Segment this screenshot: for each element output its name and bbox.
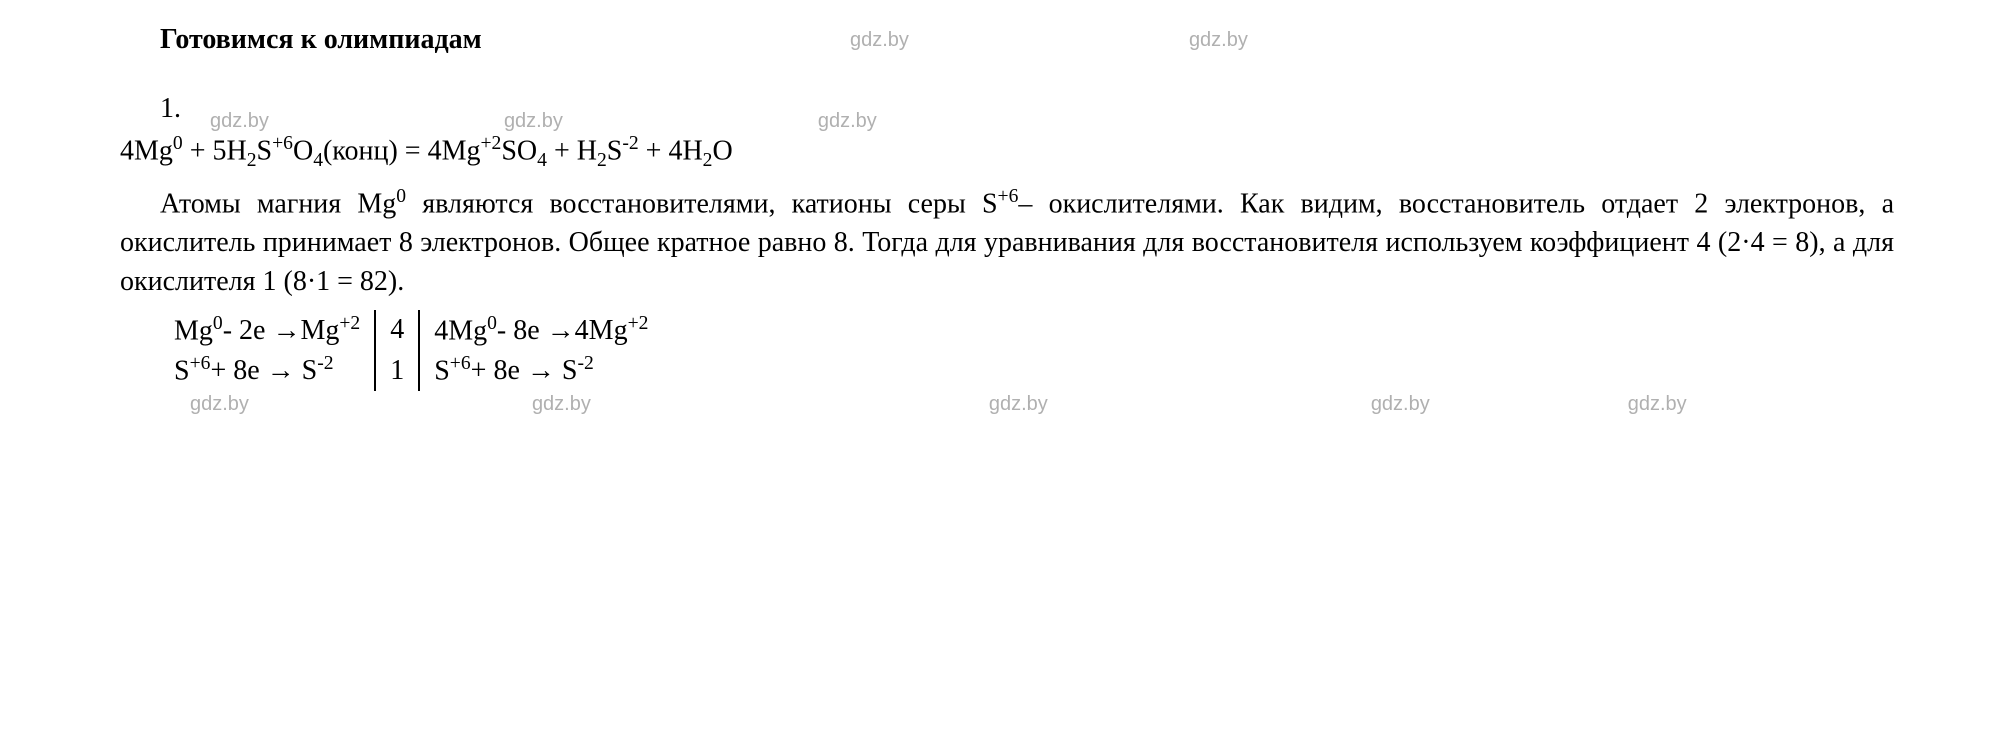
watermark-text: gdz.by bbox=[532, 390, 591, 418]
balance-left-half: Mg0 - 2e →Mg+2 bbox=[160, 310, 375, 351]
watermark-row-mid: gdz.by gdz.by gdz.by gdz.by gdz.by bbox=[190, 390, 1687, 418]
eq-sub: 2 bbox=[597, 150, 607, 171]
bal-text: Mg bbox=[174, 315, 213, 346]
eq-sup: +6 bbox=[272, 133, 293, 154]
eq-part: + 4H bbox=[639, 136, 703, 167]
eq-sub: 4 bbox=[537, 150, 547, 171]
bal-text: - 2e →Mg bbox=[223, 311, 340, 350]
balance-coef: 1 bbox=[375, 350, 419, 391]
eq-part: S bbox=[257, 136, 273, 167]
watermark-text: gdz.by bbox=[818, 107, 877, 135]
watermark-text: gdz.by bbox=[850, 26, 909, 54]
bal-sup: +6 bbox=[190, 353, 211, 374]
bal-sup: -2 bbox=[317, 353, 333, 374]
watermark-text: gdz.by bbox=[989, 390, 1048, 418]
bal-sup: 0 bbox=[487, 313, 497, 334]
para-text: являются восстановителями, катионы серы … bbox=[406, 188, 997, 219]
eq-sup: 0 bbox=[173, 133, 183, 154]
eq-part: (конц) = 4Mg bbox=[323, 136, 481, 167]
watermark-text: gdz.by bbox=[1628, 390, 1687, 418]
watermark-text: gdz.by bbox=[1189, 26, 1248, 54]
electron-balance-table: Mg0 - 2e →Mg+2 4 4Mg0 - 8e →4Mg+2 S+6 + … bbox=[160, 310, 662, 391]
eq-part: O bbox=[293, 136, 313, 167]
eq-part: SO bbox=[501, 136, 537, 167]
balance-row: Mg0 - 2e →Mg+2 4 4Mg0 - 8e →4Mg+2 bbox=[160, 310, 662, 351]
balance-right-half: 4Mg0 - 8e →4Mg+2 bbox=[419, 310, 662, 351]
bal-text: - 8e →4Mg bbox=[497, 311, 628, 350]
watermark-row-line2: gdz.by gdz.by gdz.by bbox=[210, 107, 877, 135]
eq-part: + H bbox=[547, 136, 597, 167]
balance-right-half: S+6 + 8e → S-2 bbox=[419, 350, 662, 391]
eq-part: O bbox=[712, 136, 732, 167]
para-sup: +6 bbox=[998, 186, 1019, 207]
eq-sub: 2 bbox=[703, 150, 713, 171]
balance-left-half: S+6 + 8e → S-2 bbox=[160, 350, 375, 391]
watermark-row-top: gdz.by gdz.by bbox=[850, 26, 1248, 54]
para-text: Атомы магния Mg bbox=[160, 188, 396, 219]
bal-sup: +2 bbox=[339, 313, 360, 334]
bal-sup: -2 bbox=[577, 353, 593, 374]
eq-part: S bbox=[607, 136, 623, 167]
eq-part: + 5H bbox=[183, 136, 247, 167]
bal-text: + 8e → S bbox=[210, 351, 317, 390]
watermark-text: gdz.by bbox=[504, 107, 563, 135]
bal-sup: +2 bbox=[628, 313, 649, 334]
balance-coef: 4 bbox=[375, 310, 419, 351]
bal-text: S bbox=[174, 355, 190, 386]
eq-part: 4Mg bbox=[120, 136, 173, 167]
bal-sup: +6 bbox=[450, 353, 471, 374]
bal-text: S bbox=[434, 355, 450, 386]
bal-sup: 0 bbox=[213, 313, 223, 334]
watermark-text: gdz.by bbox=[1371, 390, 1430, 418]
eq-sup: +2 bbox=[480, 133, 501, 154]
explanation-paragraph: Атомы магния Mg0 являются восстановителя… bbox=[120, 183, 1894, 302]
bal-text: + 8e → S bbox=[471, 351, 578, 390]
eq-sup: -2 bbox=[622, 133, 638, 154]
eq-sub: 2 bbox=[247, 150, 257, 171]
para-sup: 0 bbox=[396, 186, 406, 207]
balance-row: S+6 + 8e → S-2 1 S+6 + 8e → S-2 bbox=[160, 350, 662, 391]
bal-text: 4Mg bbox=[434, 315, 487, 346]
watermark-text: gdz.by bbox=[210, 107, 269, 135]
eq-sub: 4 bbox=[313, 150, 323, 171]
chemical-equation: 4Mg0 + 5H2S+6O4(конц) = 4Mg+2SO4 + H2S-2… bbox=[120, 130, 1894, 174]
watermark-text: gdz.by bbox=[190, 390, 249, 418]
